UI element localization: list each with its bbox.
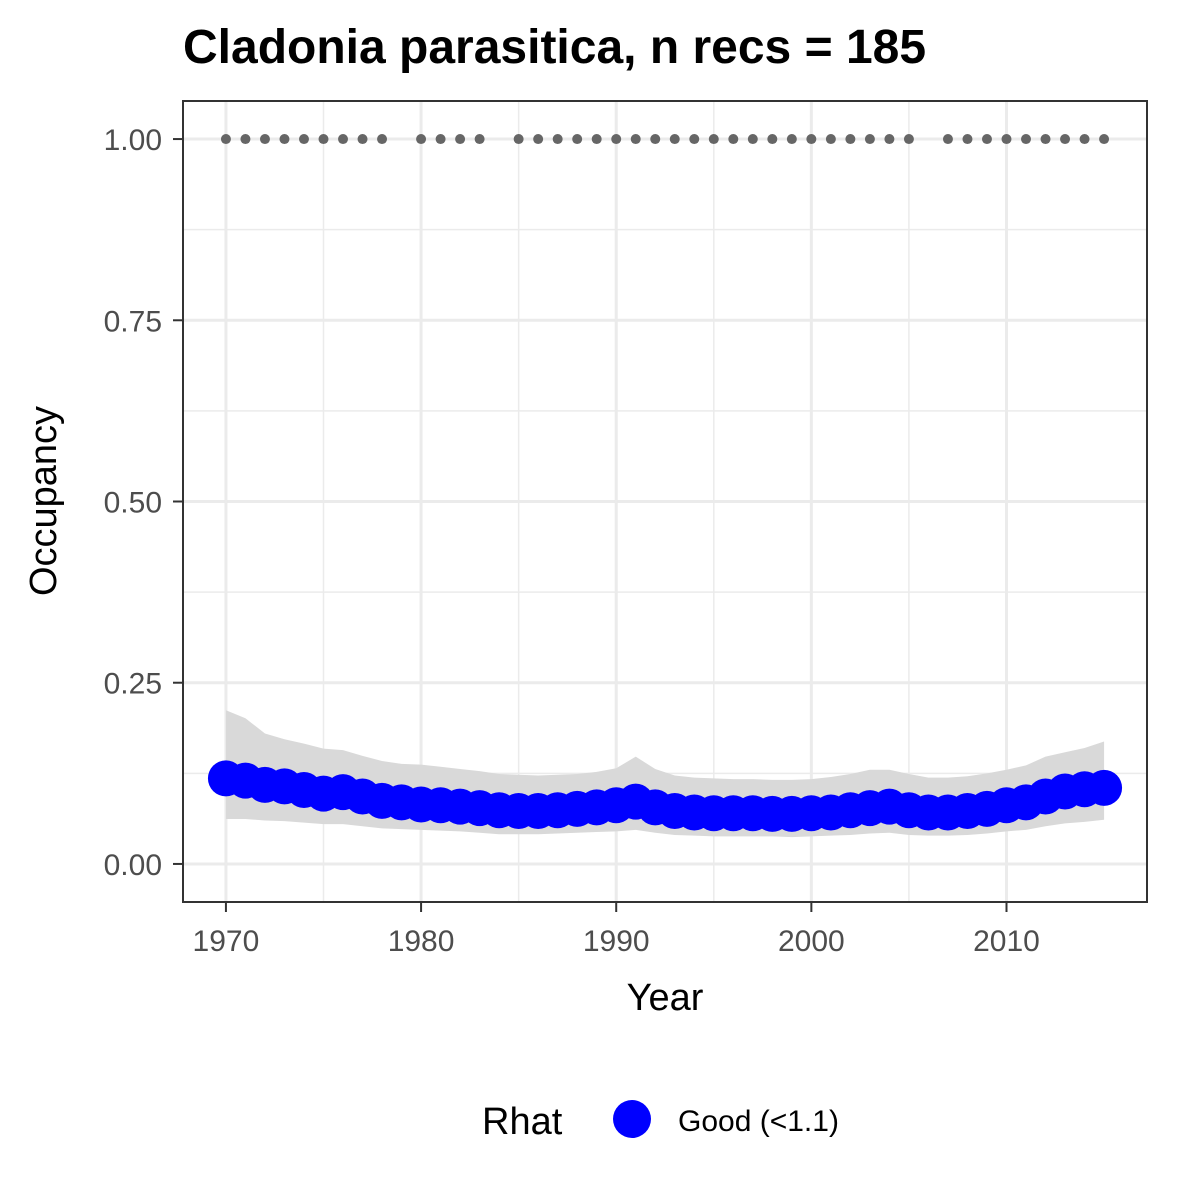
record-point [377,134,388,145]
record-point [903,134,914,145]
record-point [825,134,836,145]
record-point [747,134,758,145]
y-tick-label: 1.00 [104,124,162,157]
record-point [318,134,329,145]
record-point [572,134,583,145]
record-point [416,134,427,145]
y-axis-title: Occupancy [23,406,65,596]
record-point [962,134,973,145]
record-point [220,134,231,145]
legend-title: Rhat [482,1101,563,1143]
y-tick-label: 0.25 [104,668,162,701]
x-axis: 1970 1980 1990 2000 2010 [193,902,1040,958]
record-point [1021,134,1032,145]
record-point [259,134,270,145]
record-point [669,134,680,145]
record-point [611,134,622,145]
chart-title: Cladonia parasitica, n recs = 185 [183,21,926,74]
record-points [220,134,1110,145]
y-axis: 0.00 0.25 0.50 0.75 1.00 [104,124,183,882]
record-point [552,134,563,145]
record-point [1060,134,1071,145]
record-point [1099,134,1110,145]
record-point [689,134,700,145]
record-point [455,134,466,145]
record-point [864,134,875,145]
record-point [942,134,953,145]
record-point [845,134,856,145]
occupancy-points [207,760,1123,832]
y-tick-label: 0.75 [104,305,162,338]
record-point [279,134,290,145]
record-point [338,134,349,145]
record-point [650,134,661,145]
x-tick-label: 2000 [778,925,845,958]
legend-key-good [613,1100,651,1138]
record-point [767,134,778,145]
record-point [1040,134,1051,145]
occupancy-point [1086,769,1123,806]
y-tick-label: 0.00 [104,849,162,882]
record-point [1001,134,1012,145]
record-point [981,134,992,145]
record-point [298,134,309,145]
x-axis-title: Year [627,977,704,1019]
record-point [533,134,544,145]
record-point [240,134,251,145]
record-point [786,134,797,145]
grid-lines [183,101,1147,902]
record-point [357,134,368,145]
record-point [630,134,641,145]
x-tick-label: 1990 [583,925,650,958]
record-point [806,134,817,145]
record-point [708,134,719,145]
legend-label-good: Good (<1.1) [678,1105,839,1138]
record-point [1079,134,1090,145]
record-point [513,134,524,145]
y-tick-label: 0.50 [104,487,162,520]
x-tick-label: 1970 [193,925,260,958]
x-tick-label: 2010 [973,925,1040,958]
record-point [591,134,602,145]
record-point [728,134,739,145]
record-point [474,134,485,145]
legend: Rhat Good (<1.1) [482,1100,839,1143]
x-tick-label: 1980 [388,925,455,958]
record-point [435,134,446,145]
record-point [884,134,895,145]
